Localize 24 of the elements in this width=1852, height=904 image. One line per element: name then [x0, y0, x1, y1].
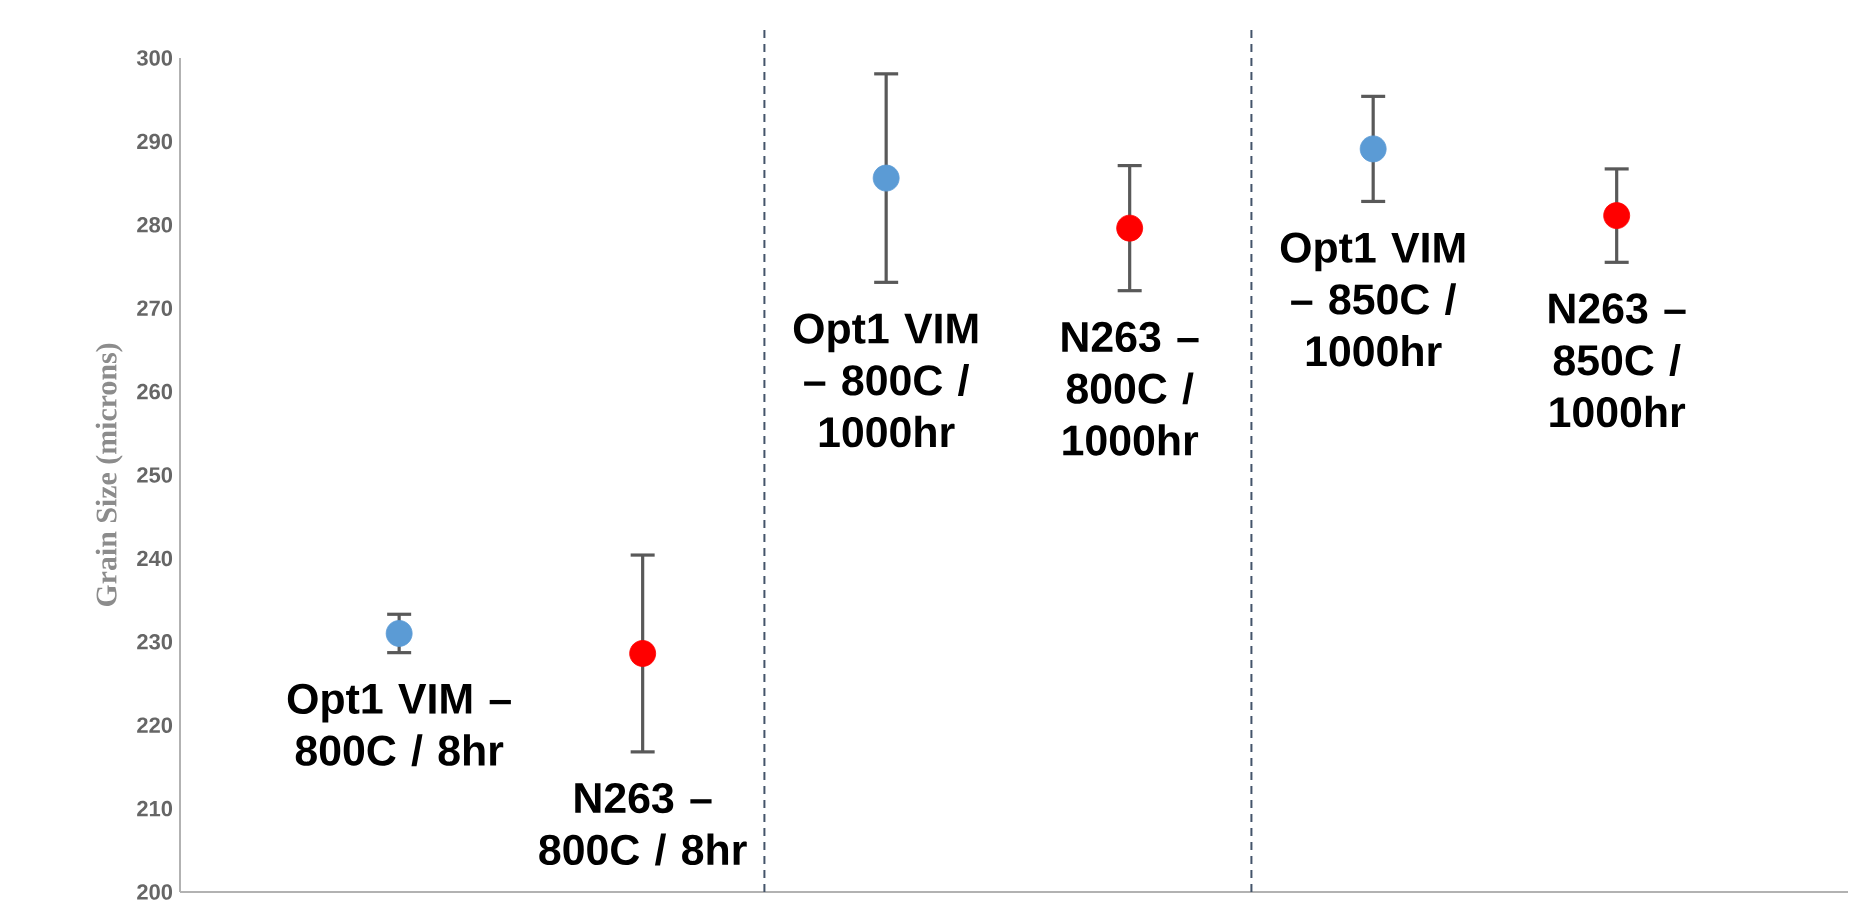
x-tick-label: Opt1 VIM – 800C / 1000hr: [793, 313, 978, 448]
y-tick-label: 220: [137, 717, 173, 733]
y-tick-label: 260: [137, 383, 173, 400]
y-tick-label: 280: [137, 217, 173, 233]
point: [629, 640, 657, 667]
y-tick-label: 210: [137, 800, 173, 817]
y-tick-label: 300: [136, 50, 173, 66]
y-tick-label: 240: [137, 550, 173, 567]
x-tick-label: N263 – 800C / 8hr: [539, 782, 747, 866]
point: [1603, 202, 1631, 230]
y-tick-label: 270: [137, 300, 173, 316]
y-tick-label: 250: [137, 467, 173, 483]
x-tick-label: N263 – 800C / 1000hr: [1062, 321, 1199, 456]
y-axis-title: Grain Size (microns): [95, 343, 123, 607]
point: [1359, 135, 1387, 163]
y-tick-label: 230: [137, 634, 173, 650]
point: [1116, 214, 1144, 242]
y-tick-label: 200: [137, 884, 173, 900]
point: [872, 164, 900, 192]
y-tick-label: 290: [137, 133, 173, 150]
x-tick-label: Opt1 VIM – 850C / 1000hr: [1280, 232, 1465, 367]
x-tick-label: Opt1 VIM – 800C / 8hr: [287, 683, 511, 767]
x-tick-label: N263 – 850C / 1000hr: [1549, 293, 1686, 428]
point: [385, 620, 413, 647]
